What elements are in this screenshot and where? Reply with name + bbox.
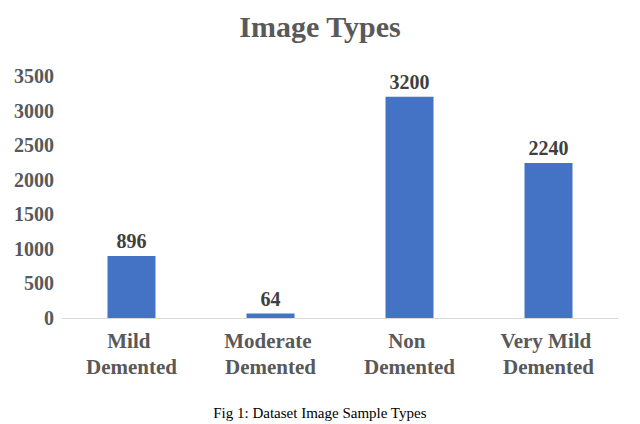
svg-text:Demented: Demented xyxy=(503,355,594,379)
svg-text:896: 896 xyxy=(117,230,147,252)
svg-text:2000: 2000 xyxy=(14,169,54,191)
svg-text:Mild: Mild xyxy=(107,329,155,353)
svg-text:2240: 2240 xyxy=(529,137,569,159)
svg-text:Demented: Demented xyxy=(225,355,316,379)
svg-text:64: 64 xyxy=(261,288,281,310)
svg-text:3000: 3000 xyxy=(14,100,54,122)
svg-text:3500: 3500 xyxy=(14,65,54,87)
svg-text:Moderate: Moderate xyxy=(224,329,317,353)
svg-text:Image Types: Image Types xyxy=(239,10,400,43)
svg-text:1500: 1500 xyxy=(14,203,54,225)
svg-text:0: 0 xyxy=(44,307,54,329)
svg-text:2500: 2500 xyxy=(14,134,54,156)
svg-text:1000: 1000 xyxy=(14,238,54,260)
svg-text:500: 500 xyxy=(24,272,54,294)
svg-text:Fig 1: Dataset Image Sample Ty: Fig 1: Dataset Image Sample Types xyxy=(213,405,426,421)
svg-text:Demented: Demented xyxy=(364,355,455,379)
svg-text:Demented: Demented xyxy=(86,355,177,379)
svg-text:3200: 3200 xyxy=(390,71,430,93)
svg-text:Non: Non xyxy=(388,329,431,353)
svg-text:Very Mild: Very Mild xyxy=(500,329,596,353)
